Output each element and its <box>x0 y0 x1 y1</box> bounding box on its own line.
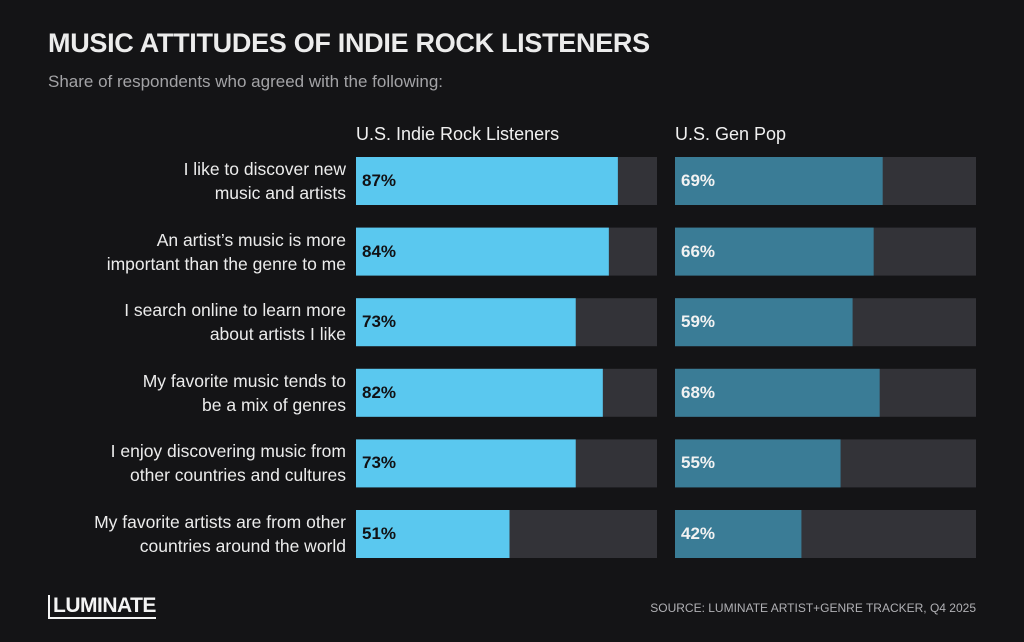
value-label: 51% <box>362 524 397 543</box>
bar <box>356 227 609 276</box>
series-header: U.S. Gen Pop <box>675 124 787 144</box>
chart-subtitle: Share of respondents who agreed with the… <box>48 72 444 91</box>
value-label: 73% <box>362 453 397 473</box>
category-label: I like to discover new music and artists <box>183 159 346 203</box>
value-label: 66% <box>681 241 716 261</box>
source-note: SOURCE: LUMINATE ARTIST+GENRE TRACKER, Q… <box>650 601 976 615</box>
category-label: An artist’s music is more important than… <box>106 229 346 274</box>
bar <box>356 439 576 488</box>
series-header: U.S. Indie Rock Listeners <box>356 124 560 144</box>
bar <box>356 157 618 205</box>
bar <box>675 439 841 488</box>
value-label: 68% <box>681 382 716 402</box>
value-label: 87% <box>362 171 397 190</box>
value-label: 55% <box>681 453 716 473</box>
bar <box>675 368 880 417</box>
bar <box>356 368 603 417</box>
bar <box>675 298 853 347</box>
category-label: I enjoy discovering music from other cou… <box>110 441 346 486</box>
value-label: 42% <box>681 524 716 543</box>
bar <box>356 298 576 347</box>
category-label: My favorite artists are from other count… <box>94 512 346 556</box>
value-label: 59% <box>681 312 716 332</box>
category-label: My favorite music tends to be a mix of g… <box>142 370 346 415</box>
value-label: 82% <box>362 382 397 402</box>
chart-title: MUSIC ATTITUDES OF INDIE ROCK LISTENERS <box>48 28 650 58</box>
value-label: 84% <box>362 241 397 261</box>
bar <box>675 227 874 276</box>
logo: LUMINATE <box>48 595 156 619</box>
bar <box>675 157 883 205</box>
value-label: 73% <box>362 312 397 332</box>
bar <box>356 510 510 558</box>
value-label: 69% <box>681 171 716 190</box>
category-label: I search online to learn more about arti… <box>124 300 346 345</box>
bar <box>675 510 802 558</box>
